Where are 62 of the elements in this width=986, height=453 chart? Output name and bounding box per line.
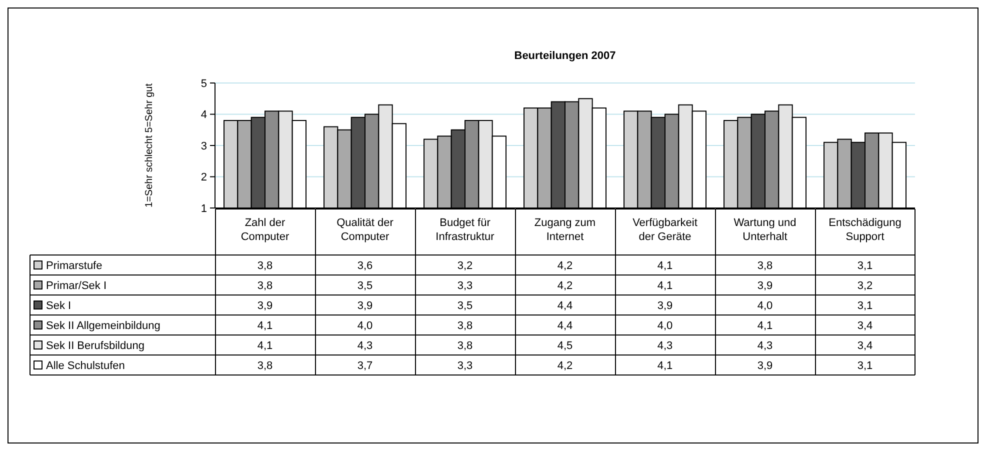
data-label: 4,1 — [257, 340, 273, 352]
data-label: 4,3 — [357, 340, 373, 352]
data-label: 3,4 — [857, 320, 873, 332]
data-label: 3,8 — [757, 260, 773, 272]
data-label: 3,9 — [657, 300, 673, 312]
data-label: 3,1 — [857, 360, 873, 372]
y-tick-label: 1 — [200, 202, 207, 215]
x-tick-label: Zugang zum Internet — [534, 217, 596, 243]
data-label: 4,3 — [657, 340, 673, 352]
data-label: 4,1 — [657, 280, 673, 292]
data-label: 3,2 — [457, 260, 473, 272]
data-label: 3,8 — [257, 360, 273, 372]
data-label: 4,1 — [657, 360, 673, 372]
x-tick-label: Budget für Infrastruktur — [436, 217, 495, 243]
data-label: 3,8 — [257, 260, 273, 272]
data-label: 4,1 — [657, 260, 673, 272]
y-tick-label: 5 — [200, 78, 207, 90]
data-label: 3,8 — [257, 280, 273, 292]
data-label: 4,0 — [357, 320, 373, 332]
data-label: 4,4 — [557, 300, 573, 312]
legend-label: Primarstufe — [46, 260, 102, 272]
data-label: 4,0 — [757, 300, 773, 312]
data-label: 3,9 — [757, 280, 773, 292]
data-label: 4,1 — [257, 320, 273, 332]
x-tick-label: Wartung und Unterhalt — [734, 217, 796, 243]
x-tick-label: Qualität der Computer — [336, 217, 394, 243]
data-label: 3,8 — [457, 340, 473, 352]
legend-label: Alle Schulstufen — [46, 360, 125, 372]
x-tick-label: Entschädigung Support — [828, 217, 902, 243]
data-label: 4,4 — [557, 320, 573, 332]
data-label: 3,2 — [857, 280, 873, 292]
chart-title: Beurteilungen 2007 — [514, 50, 616, 62]
data-label: 3,8 — [457, 320, 473, 332]
data-label: 3,4 — [857, 340, 873, 352]
data-label: 3,5 — [357, 280, 373, 292]
data-label: 4,0 — [657, 320, 673, 332]
data-label: 4,2 — [557, 360, 573, 372]
data-label: 4,1 — [757, 320, 773, 332]
y-tick-label: 4 — [200, 109, 207, 122]
data-label: 4,2 — [557, 260, 573, 272]
y-tick-label: 3 — [200, 140, 207, 152]
data-label: 3,1 — [857, 260, 873, 272]
y-axis-title: 1=Sehr schlecht 5=Sehr gut — [144, 83, 155, 208]
legend-label: Sek I — [46, 300, 72, 312]
data-label: 4,5 — [557, 340, 573, 352]
data-label: 4,3 — [757, 340, 773, 352]
data-label: 3,3 — [457, 360, 473, 372]
x-tick-label: Zahl der Computer — [240, 217, 290, 243]
x-tick-label: Verfügbarkeit der Geräte — [632, 217, 698, 243]
data-label: 3,9 — [757, 360, 773, 372]
data-label: 3,5 — [457, 300, 473, 312]
data-label: 3,9 — [257, 300, 273, 312]
legend-label: Primar/Sek I — [46, 280, 107, 292]
data-label: 4,2 — [557, 280, 573, 292]
legend-label: Sek II Allgemeinbildung — [46, 320, 160, 332]
data-label: 3,1 — [857, 300, 873, 312]
y-tick-label: 2 — [200, 172, 207, 184]
data-label: 3,3 — [457, 280, 473, 292]
legend-label: Sek II Berufsbildung — [46, 340, 144, 352]
data-label: 3,7 — [357, 360, 373, 372]
data-label: 3,9 — [357, 300, 373, 312]
data-label: 3,6 — [357, 260, 373, 272]
